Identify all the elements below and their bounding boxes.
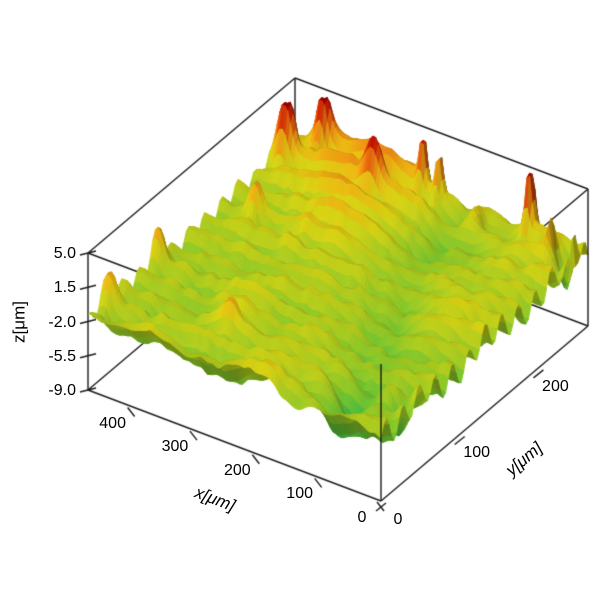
z-axis-label: z[μm] xyxy=(9,301,29,343)
x-tick-label-0: 0 xyxy=(357,509,367,526)
y-tick-label-100: 100 xyxy=(463,444,491,462)
z-tick-label--2.0: -2.0 xyxy=(48,313,76,331)
y-tick-label-200: 200 xyxy=(542,377,569,395)
z-tick-label-1.5: 1.5 xyxy=(53,279,76,297)
z-tick-label-5.0: 5.0 xyxy=(53,245,76,262)
x-tick-label-200: 200 xyxy=(223,461,251,479)
z-tick-label--9.0: -9.0 xyxy=(48,382,76,399)
x-tick-label-300: 300 xyxy=(161,438,189,456)
x-tick-label-400: 400 xyxy=(99,414,126,432)
x-tick-label-100: 100 xyxy=(286,485,314,503)
y-tick-label-0: 0 xyxy=(393,511,403,528)
z-tick-label--5.5: -5.5 xyxy=(48,347,76,365)
